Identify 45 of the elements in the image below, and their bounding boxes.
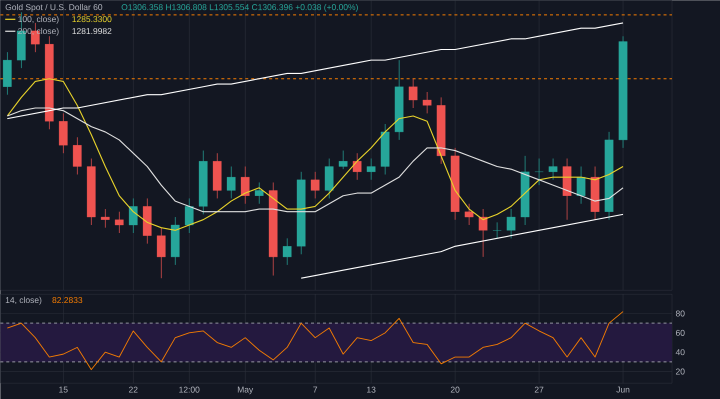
x-tick-label: 13	[367, 386, 376, 393]
y-tick-label: 20	[676, 368, 685, 374]
chart-subtitle: O1306.358 H1306.808 L1305.554 C1306.396 +0.038 (+0.00%)	[122, 4, 358, 12]
candlestick	[58, 112, 68, 154]
candlestick	[338, 150, 348, 170]
line-series	[6, 311, 624, 370]
x-tick-label: 22	[128, 386, 138, 392]
y-tick-label: 80	[676, 310, 685, 316]
chart-title: 14, close)	[6, 296, 42, 305]
candlestick	[254, 182, 264, 204]
annotation: 82.2833	[52, 296, 82, 303]
x-tick-label: 20	[450, 386, 460, 393]
candlestick	[352, 152, 362, 180]
candlestick	[324, 158, 334, 199]
x-tick-label: 15	[59, 386, 68, 392]
candlestick	[72, 136, 82, 175]
x-tick-label: May	[238, 386, 254, 394]
candlestick	[282, 238, 292, 266]
candlestick	[576, 166, 586, 204]
candlestick	[156, 227, 166, 278]
candlestick	[366, 158, 376, 180]
candlestick	[226, 166, 236, 199]
candlestick	[310, 171, 320, 199]
candlestick	[464, 203, 474, 226]
y-tick-label: 60	[676, 330, 685, 336]
x-tick-label: 7	[313, 386, 318, 392]
candlestick	[478, 208, 488, 258]
candlestick	[492, 222, 502, 239]
candlestick	[408, 78, 418, 108]
annotation: 1285.3300	[72, 16, 112, 22]
x-tick-label: Jun	[616, 386, 630, 392]
candlestick	[548, 158, 558, 180]
candlestick	[100, 208, 110, 228]
candlestick	[128, 198, 138, 234]
candlestick	[114, 211, 124, 234]
candlestick	[534, 158, 544, 186]
candlestick	[184, 198, 194, 234]
x-tick-label: 27	[534, 386, 544, 392]
chart-title: Gold Spot / U.S. Dollar 60	[6, 4, 102, 12]
y-tick-label: 40	[676, 349, 685, 356]
candlestick	[422, 92, 432, 114]
annotation: 1281.9982	[72, 28, 112, 34]
candlestick	[506, 208, 516, 239]
candlestick	[240, 166, 250, 204]
x-tick-label: 12:00	[179, 386, 200, 393]
